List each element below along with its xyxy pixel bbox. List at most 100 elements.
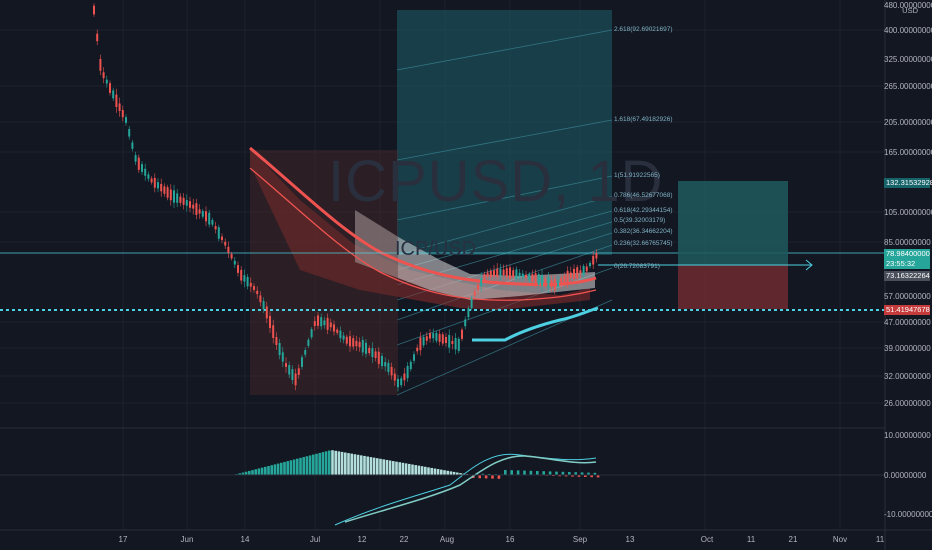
macd-histogram-bar [398, 462, 401, 475]
macd-histogram-bar [411, 464, 414, 475]
candle-body [365, 342, 367, 354]
candle-body [502, 269, 505, 276]
macd-histogram-bar [315, 453, 318, 475]
candle-body [534, 273, 537, 285]
macd-histogram-bar [596, 475, 600, 478]
candle-body [233, 260, 236, 265]
candle-body [550, 280, 553, 287]
candle-body [486, 272, 489, 277]
macd-histogram-bar [427, 467, 430, 475]
candle-body [512, 270, 515, 278]
macd-histogram-bar [577, 475, 581, 477]
candle-body [137, 157, 140, 170]
candle-body [246, 276, 249, 287]
candle-body [150, 178, 153, 183]
macd-histogram-bar [456, 472, 459, 475]
candle-body [339, 330, 342, 339]
candle-body [528, 273, 531, 281]
time-label: 21 [788, 535, 798, 544]
macd-histogram-bar [481, 473, 485, 475]
candle-body [461, 329, 463, 339]
price-label: 325.00000000 [884, 55, 932, 64]
candle-body [368, 347, 371, 354]
candle-body [345, 336, 348, 344]
candle-body [285, 363, 287, 367]
macd-histogram-bar [440, 469, 443, 475]
candle-body [489, 270, 492, 278]
price-label: 57.00000000 [884, 292, 931, 301]
candle-body [153, 177, 156, 188]
macd-histogram-bar [587, 472, 590, 475]
candle-body [329, 322, 332, 328]
candle-body [477, 284, 479, 290]
candle-body [381, 355, 383, 367]
candle-body [253, 286, 255, 290]
candle-body [144, 168, 147, 176]
candle-body [291, 369, 294, 381]
candle-body [451, 340, 454, 344]
time-label: Oct [700, 535, 714, 544]
macd-histogram-bar [436, 469, 440, 475]
macd-histogram-bar [529, 470, 533, 475]
time-label: Jun [180, 535, 194, 544]
macd-histogram-bar [340, 451, 344, 475]
candle-body [102, 72, 105, 79]
time-label: 22 [399, 535, 409, 544]
macd-histogram-bar [590, 475, 593, 478]
candle-body [470, 298, 473, 309]
candle-body [313, 321, 316, 327]
candle-body [281, 352, 284, 362]
time-label: Jul [309, 535, 321, 544]
candle-body [435, 332, 438, 341]
candle-body [563, 275, 566, 284]
candle-body [406, 365, 409, 379]
macd-histogram-bar [331, 450, 334, 475]
macd-histogram-bar [264, 466, 267, 475]
candle-body [256, 290, 259, 295]
entry-price-badge: 73.16322264 [884, 271, 930, 281]
candle-body [147, 174, 150, 179]
symbol-watermark: ICPUSD, 1D [328, 149, 664, 214]
macd-histogram-bar [420, 466, 424, 475]
candle-body [221, 236, 223, 241]
fib-level-label: 2.618(92.69021697) [614, 26, 673, 33]
sub-watermark: ICP/USD [395, 238, 477, 260]
macd-histogram-bar [564, 475, 568, 477]
macd-histogram-bar [289, 460, 293, 475]
candle-body [163, 186, 166, 194]
candle-body [445, 336, 447, 344]
macd-histogram-bar [536, 471, 539, 475]
candle-body [525, 274, 527, 278]
candle-body [553, 279, 556, 291]
macd-histogram-bar [350, 453, 353, 475]
candle-body [509, 267, 511, 280]
macd-histogram-bar [382, 459, 385, 475]
candle-body [413, 354, 415, 361]
target-price-badge: 132.31532928 [884, 178, 932, 188]
candle-body [109, 83, 111, 93]
candle-body [333, 324, 335, 332]
candle-body [214, 226, 217, 230]
candle-body [265, 306, 268, 319]
candle-body [185, 200, 188, 206]
macd-histogram-bar [571, 475, 574, 477]
candle-body [531, 274, 534, 282]
macd-histogram-bar [337, 451, 341, 475]
candle-body [240, 269, 243, 281]
indicator-label: 0.00000000 [884, 471, 927, 480]
price-label: 26.00000000 [884, 399, 931, 408]
macd-histogram-bar [376, 458, 379, 475]
macd-histogram-bar [408, 463, 411, 475]
candle-body [505, 268, 508, 278]
macd-histogram-bar [459, 473, 462, 475]
candle-body [121, 110, 124, 118]
indicator-label: -10.00000000 [884, 510, 932, 519]
price-label: 400.00000000 [884, 26, 932, 35]
candle-body [541, 274, 543, 286]
time-label: 13 [625, 535, 635, 544]
candle-body [569, 272, 572, 278]
candle-body [217, 227, 220, 239]
macd-histogram-bar [392, 461, 395, 475]
macd-histogram-bar [430, 467, 433, 475]
